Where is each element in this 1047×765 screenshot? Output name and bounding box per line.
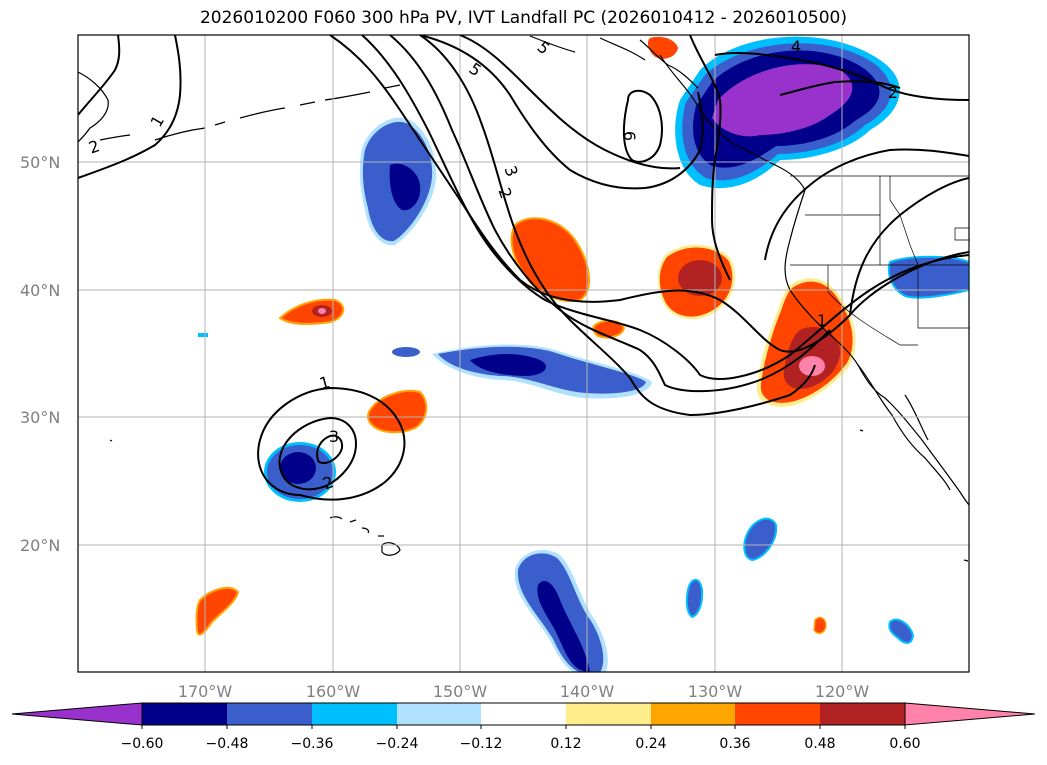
contour-label: 1 [317, 372, 332, 393]
colorbar-tick-label: −0.24 [376, 736, 419, 752]
neg-anomaly-tropical-plume [514, 550, 608, 672]
colorbar-segment [227, 703, 312, 725]
colorbar-segment [481, 703, 566, 725]
colorbar-extend-max [904, 702, 1036, 726]
pos-anomaly-small [195, 586, 240, 636]
colorbar: −0.60 −0.48 −0.36 −0.24 −0.12 0.12 0.24 … [11, 702, 1036, 752]
pos-anomaly-44n-140w [510, 217, 591, 303]
colorbar-tick-label: 0.36 [719, 736, 750, 752]
lon-label-140w: 140°W [560, 682, 615, 701]
pos-anomaly-small [813, 616, 827, 634]
lat-labels: 50°N 40°N 30°N 20°N [20, 153, 60, 555]
colorbar-segment [735, 703, 820, 725]
colorbar-tick-label: 0.60 [889, 736, 920, 752]
neg-anomaly-small [743, 517, 778, 562]
contour-label: 1 [817, 311, 827, 330]
contour-label: 6 [620, 131, 639, 141]
colorbar-tick-label: −0.36 [291, 736, 334, 752]
colorbar-segment [566, 703, 651, 725]
colorbar-frame [141, 702, 906, 726]
pos-anomaly-38n-162w [278, 298, 345, 325]
lon-label-170w: 170°W [178, 682, 233, 701]
plot-frame [77, 34, 970, 673]
lon-label-130w: 130°W [688, 682, 743, 701]
neg-anomaly-pacific-northwest [675, 36, 900, 189]
pos-anomaly-offshore-40n [657, 244, 735, 320]
neg-anomaly-gulf-of-alaska [359, 117, 437, 246]
colorbar-tick-label: 0.12 [550, 736, 581, 752]
pos-anomaly-small [647, 36, 678, 59]
colorbar-tick-label: 0.24 [635, 736, 666, 752]
colorbar-segment [820, 703, 905, 725]
colorbar-tick-label: −0.60 [121, 736, 164, 752]
neg-anomaly-subtropical-band [392, 344, 652, 399]
pos-anomaly-31n-156w [366, 390, 428, 434]
colorbar-tick-label: 0.48 [804, 736, 835, 752]
gridlines [78, 35, 969, 672]
colorbar-extend-min [11, 702, 143, 726]
colorbar-tick-label: −0.12 [460, 736, 503, 752]
lon-label-160w: 160°W [306, 682, 361, 701]
contour-label: 3 [329, 427, 339, 446]
pv-contours [78, 35, 969, 501]
neg-anomaly-small [888, 618, 915, 644]
lon-labels: 170°W 160°W 150°W 140°W 130°W 120°W [178, 682, 870, 701]
colorbar-segment [312, 703, 397, 725]
colorbar-segment [651, 703, 735, 725]
colorbar-segment [142, 703, 227, 725]
colorbar-tick-label: −0.48 [206, 736, 249, 752]
neg-anomaly-small [685, 578, 704, 619]
neg-anomaly-speck [198, 333, 208, 337]
map-title: 2026010200 F060 300 hPa PV, IVT Landfall… [199, 8, 847, 28]
colorbar-segment [397, 703, 481, 725]
neg-anomaly-hawaii [264, 442, 336, 502]
lon-label-150w: 150°W [433, 682, 488, 701]
neg-anomaly-great-basin [887, 255, 969, 299]
contour-label: 2 [888, 83, 898, 102]
lat-label-50n: 50°N [20, 153, 60, 172]
lat-label-20n: 20°N [20, 536, 60, 555]
lon-label-120w: 120°W [815, 682, 870, 701]
lat-label-40n: 40°N [20, 281, 60, 300]
lat-label-30n: 30°N [20, 408, 60, 427]
contour-label: 4 [791, 37, 801, 56]
